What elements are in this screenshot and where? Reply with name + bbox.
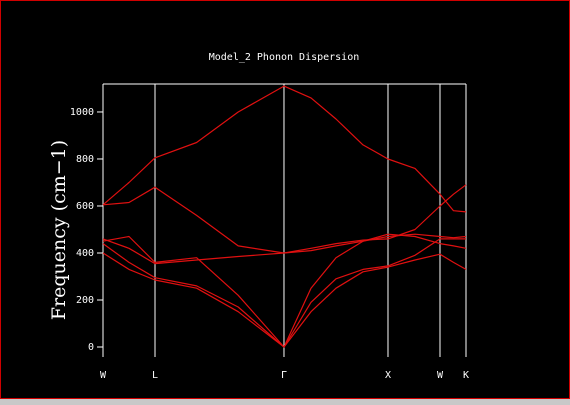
y-tick-label: 0 [88,342,94,353]
x-tick-label: K [463,370,469,381]
y-tick-label: 800 [76,154,94,165]
x-tick-label: W [100,370,107,381]
x-tick-label: L [152,370,158,381]
dispersion-branch [102,184,467,254]
dispersion-branch [102,252,467,348]
status-strip [0,399,570,405]
chart-title: Model_2 Phonon Dispersion [209,52,360,63]
dispersion-branch [102,238,466,348]
x-tick-label: W [437,370,444,381]
dispersion-branch [102,233,467,348]
y-tick-label: 1000 [70,107,94,118]
y-tick-label: 200 [76,295,94,306]
dispersion-branch [102,233,467,265]
x-tick-label: Γ [281,370,287,381]
y-tick-label: 400 [76,248,94,259]
dispersion-branch [102,85,467,213]
y-tick-label: 600 [76,201,94,212]
x-tick-label: X [385,370,391,381]
y-axis-label: Frequency (cm−1) [48,140,70,320]
